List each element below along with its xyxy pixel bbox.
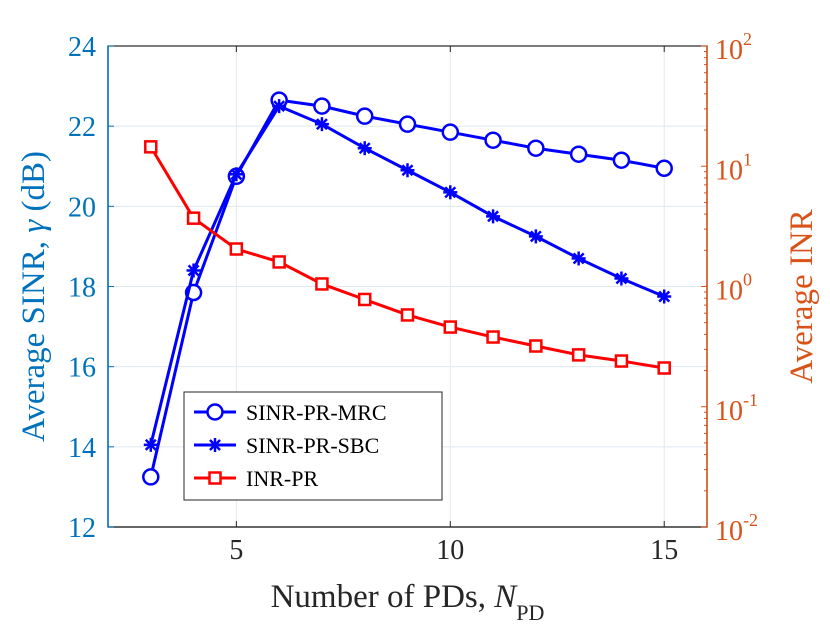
data-point: [186, 211, 201, 225]
data-point: [529, 339, 543, 353]
data-point: [528, 229, 543, 244]
right-y-tick-label: 10-2: [715, 510, 758, 547]
right-y-axis-title: Average INR: [784, 209, 820, 383]
right-y-tick-label: 101: [715, 149, 752, 186]
x-tick-label: 5: [229, 535, 243, 566]
legend-label: SINR-PR-SBC: [246, 433, 379, 458]
data-point: [657, 289, 672, 304]
data-point: [398, 115, 417, 133]
right-y-tick-label: 102: [715, 29, 752, 66]
legend-entry: SINR-PR-SBC: [194, 433, 379, 458]
data-point: [614, 271, 629, 286]
legend-label: INR-PR: [246, 466, 318, 491]
right-y-tick-label: 10-1: [715, 390, 758, 427]
series: [142, 91, 673, 486]
data-point: [206, 403, 224, 421]
x-tick-label: 10: [436, 535, 464, 566]
x-tick-label: 15: [650, 535, 678, 566]
left-y-tick-label: 14: [68, 433, 96, 464]
data-point: [357, 141, 372, 156]
data-point: [612, 151, 631, 169]
left-y-tick-label: 20: [68, 192, 96, 223]
data-point: [443, 320, 458, 334]
data-point: [443, 185, 458, 200]
legend-label: SINR-PR-MRC: [246, 400, 387, 425]
legend: SINR-PR-MRC SINR-PR-SBC INR-PR: [183, 391, 443, 501]
left-y-axis-title: Average SINR, γ (dB): [16, 151, 52, 442]
data-point: [486, 209, 501, 224]
left-y-tick-label: 22: [68, 112, 96, 143]
left-y-tick-label: 16: [68, 353, 96, 384]
data-point: [144, 140, 158, 154]
data-point: [657, 361, 671, 375]
data-point: [569, 145, 588, 163]
data-point: [400, 308, 415, 322]
data-point: [655, 159, 673, 178]
data-point: [486, 330, 500, 344]
data-point: [571, 251, 586, 266]
data-point: [527, 139, 545, 157]
data-point: [441, 123, 460, 141]
data-point: [208, 471, 222, 485]
data-point: [186, 263, 201, 278]
legend-entry: INR-PR: [194, 466, 318, 491]
data-point: [355, 107, 374, 125]
data-point: [208, 438, 222, 452]
left-y-tick-label: 24: [68, 32, 96, 63]
series-sinr-pr-sbc: [143, 99, 672, 452]
data-point: [357, 292, 372, 307]
x-axis-title: Number of PDs, NPD: [271, 579, 545, 625]
data-point: [315, 277, 329, 291]
data-point: [571, 348, 586, 362]
data-point: [314, 117, 329, 132]
data-point: [272, 99, 287, 114]
data-point: [143, 437, 158, 452]
data-point: [614, 354, 629, 368]
data-point: [142, 468, 160, 486]
right-y-tick-label: 100: [715, 270, 752, 307]
data-point: [272, 255, 286, 269]
data-point: [484, 131, 502, 149]
legend-entry: SINR-PR-MRC: [194, 400, 387, 425]
series-inr-pr: [144, 140, 671, 375]
left-y-tick-label: 12: [68, 513, 96, 544]
data-point: [400, 163, 415, 178]
left-y-tick-label: 18: [68, 273, 96, 304]
axes: 5 10 15 12 14 16 18 20 22 24 10-2 10-1 100 101 102: [68, 29, 758, 566]
data-point: [229, 167, 244, 182]
data-point: [229, 242, 244, 256]
data-point: [313, 97, 331, 115]
